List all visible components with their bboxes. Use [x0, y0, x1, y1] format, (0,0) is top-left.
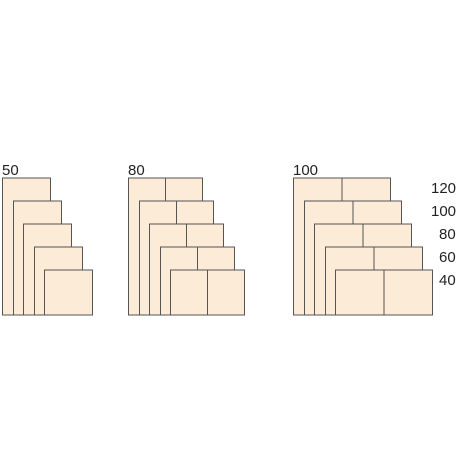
panel-label-80: 80 [128, 162, 145, 179]
right-label-120: 120 [431, 180, 456, 197]
right-label-40: 40 [439, 272, 456, 289]
panel-shapes [2, 177, 433, 316]
panel-label-100: 100 [293, 162, 318, 179]
right-label-100: 100 [431, 203, 456, 220]
panel-label-50: 50 [2, 162, 19, 179]
right-label-80: 80 [439, 226, 456, 243]
right-label-60: 60 [439, 249, 456, 266]
panel-50-size-4 [44, 269, 93, 316]
